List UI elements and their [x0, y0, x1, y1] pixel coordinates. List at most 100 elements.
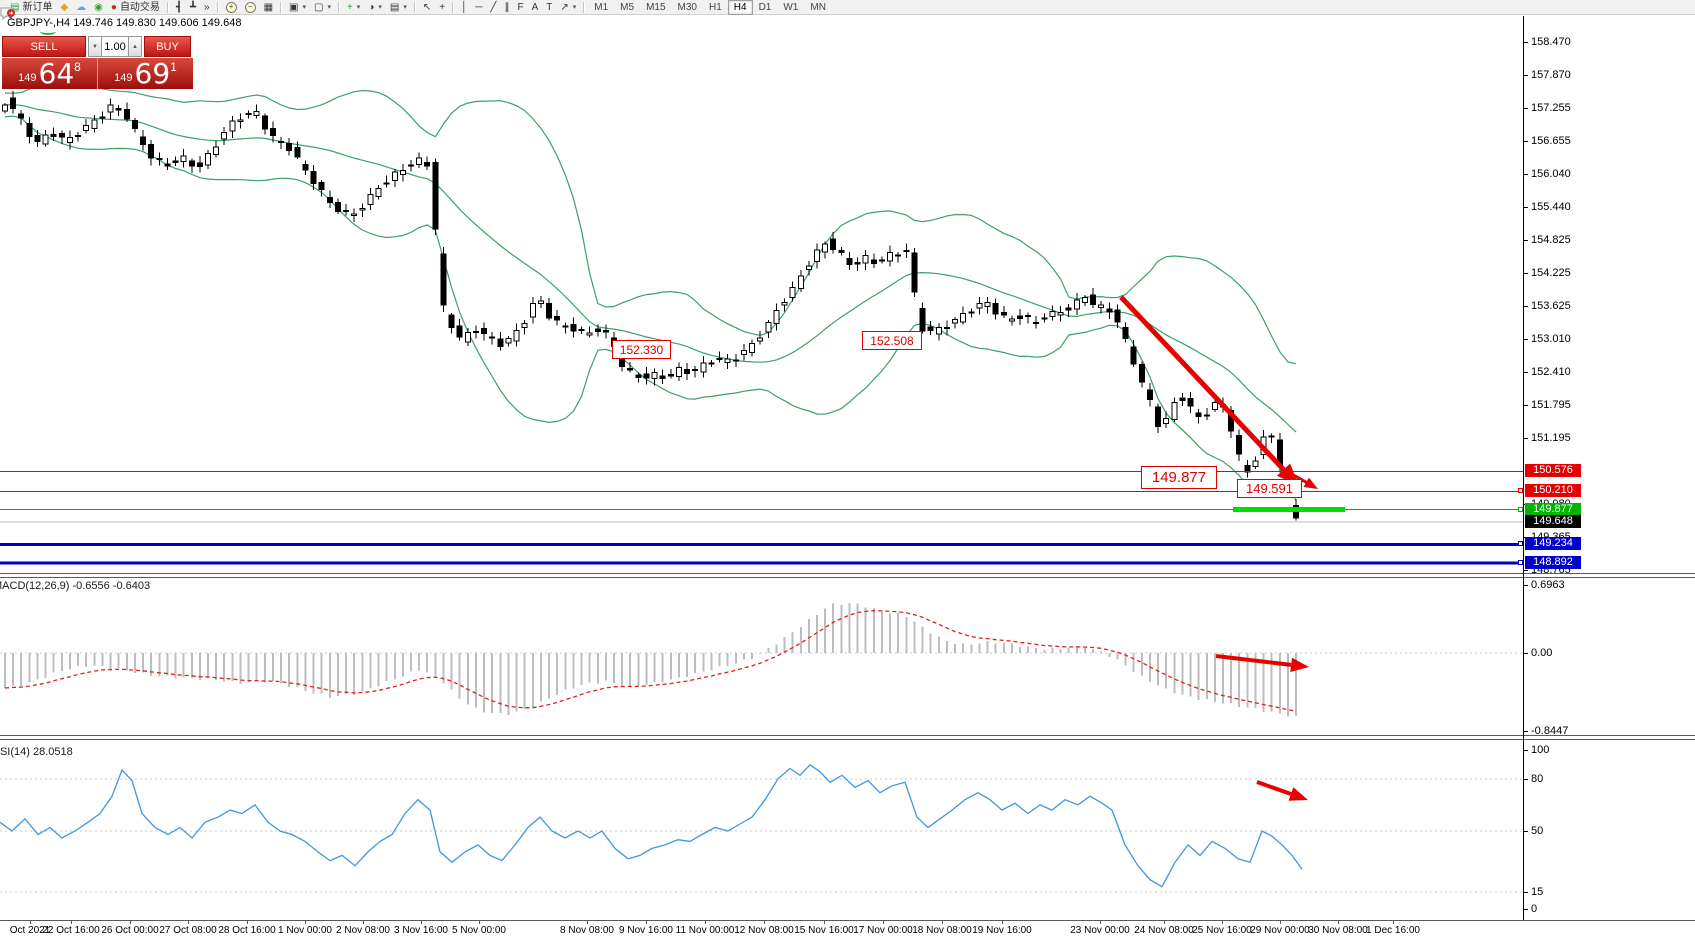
price-badge: 150.210 — [1525, 484, 1581, 497]
timeframe-w1[interactable]: W1 — [783, 1, 799, 13]
horizontal-line-icon: ─ — [475, 1, 483, 13]
sell-button[interactable]: SELL — [2, 36, 86, 57]
market-watch-icon-icon: ◆ — [60, 1, 69, 13]
top-toolbar: ▤ 新订单 ◆ ☁ ◉ ● 自动交易 ┫ ┻» + − ▦ ▣ ▾ ▢ ▾ + ▾ ◑ ▾ ▤ ▾ ↖ + │ ─ ╱ ∥ F A T ↗ ▾ M… — [0, 0, 1695, 20]
indicator-tick-mark — [1523, 831, 1528, 832]
horizontal-line-icon[interactable]: ─ — [471, 1, 486, 14]
price-tick-label: 152.410 — [1531, 366, 1571, 378]
volume-down-button[interactable]: ▼ — [88, 36, 102, 57]
line-handle[interactable] — [1518, 560, 1523, 565]
chart-bottom-border — [0, 920, 1695, 921]
pane-separator-macd[interactable] — [0, 573, 1695, 578]
time-tick-mark — [30, 920, 31, 924]
price-shift-icon[interactable]: ┻ — [186, 1, 200, 14]
chart-shift-icon[interactable]: ┫ — [172, 1, 186, 14]
tile-windows-icon[interactable]: ▦ — [260, 1, 277, 14]
price-tick-label: 151.195 — [1531, 432, 1571, 444]
timeframe-h1[interactable]: H1 — [708, 1, 722, 13]
rsi-pane-canvas[interactable] — [0, 740, 1523, 920]
price-tick-mark — [1523, 570, 1528, 571]
auto-scroll-icon[interactable]: » — [200, 1, 214, 14]
timeframe-m5[interactable]: M5 — [620, 1, 635, 13]
time-tick-mark — [942, 920, 943, 924]
new-order-button[interactable]: ▤ 新订单 — [6, 1, 56, 14]
crosshair-icon[interactable]: + — [435, 1, 449, 14]
price-callout[interactable]: 149.591 — [1237, 479, 1302, 498]
autotrading-button[interactable]: ● 自动交易 — [107, 1, 164, 14]
auto-scroll-icon: » — [204, 1, 210, 13]
price-tick-mark — [1523, 75, 1528, 76]
zoom-in-icon[interactable]: + — [222, 1, 241, 14]
templates-icon[interactable]: ▤ ▾ — [386, 1, 411, 14]
trendline-icon: ╱ — [490, 1, 497, 13]
time-axis-label: 30 Nov 08:00 — [1308, 925, 1368, 936]
macd-pane-canvas[interactable] — [0, 578, 1523, 734]
volume-up-button[interactable]: ▲ — [128, 36, 142, 57]
indicator-tick-label: 80 — [1531, 773, 1544, 785]
time-tick-mark — [824, 920, 825, 924]
community-icon[interactable]: ☁ — [72, 1, 90, 14]
time-tick-mark — [1338, 920, 1339, 924]
timeframe-mn[interactable]: MN — [810, 1, 826, 13]
price-axis-line — [1523, 16, 1524, 920]
sell-price-base: 149 — [18, 72, 37, 84]
price-callout[interactable]: 152.508 — [862, 331, 922, 350]
fibonacci-icon[interactable]: F — [513, 1, 527, 14]
time-tick-mark — [646, 920, 647, 924]
time-axis-label: 27 Oct 08:00 — [159, 925, 217, 936]
time-axis-label: 11 Nov 00:00 — [675, 925, 735, 936]
text-icon[interactable]: A — [528, 1, 543, 14]
channel-icon[interactable]: ∥ — [500, 1, 513, 14]
buy-price[interactable]: 149 69 1 — [98, 58, 193, 89]
zoom-out-icon: − — [244, 1, 256, 13]
arrows-icon[interactable]: ↗ ▾ — [556, 1, 580, 14]
chart-profile-icon-caret: ▾ — [327, 3, 331, 11]
toolbar-separator — [166, 1, 169, 13]
vertical-line-icon[interactable]: │ — [457, 1, 471, 14]
buy-price-sup: 1 — [170, 60, 177, 74]
time-tick-mark — [305, 920, 306, 924]
line-handle[interactable] — [1518, 541, 1523, 546]
label-icon: T — [546, 1, 553, 13]
indicator-tick-mark — [1523, 653, 1528, 654]
periods-icon[interactable]: ◑ ▾ — [364, 1, 386, 14]
timeframe-m15[interactable]: M15 — [646, 1, 666, 13]
timeframe-m1[interactable]: M1 — [594, 1, 609, 13]
time-tick-mark — [247, 920, 248, 924]
pane-separator-rsi[interactable] — [0, 735, 1695, 740]
price-callout[interactable]: 149.877 — [1141, 466, 1217, 489]
price-tick-mark — [1523, 42, 1528, 43]
line-handle[interactable] — [1518, 488, 1523, 493]
sell-price[interactable]: 149 64 8 — [2, 58, 98, 89]
volume-input[interactable] — [102, 36, 128, 57]
price-tick-label: 153.625 — [1531, 300, 1571, 312]
indicators-icon[interactable]: + ▾ — [343, 1, 364, 14]
text-icon: A — [531, 1, 539, 13]
main-chart-canvas[interactable] — [0, 16, 1523, 573]
panel-toggle-icon[interactable] — [40, 28, 56, 35]
label-icon[interactable]: T — [542, 1, 556, 14]
macd-label: MACD(12,26,9) -0.6556 -0.6403 — [0, 580, 151, 592]
price-tick-mark — [1523, 240, 1528, 241]
buy-button[interactable]: BUY — [144, 36, 191, 57]
price-tick-mark — [1523, 141, 1528, 142]
signals-icon[interactable]: ◉ — [90, 1, 107, 14]
market-watch-icon[interactable]: ◆ — [56, 1, 72, 14]
new-order-button-label: 新订单 — [22, 1, 53, 13]
timeframe-h4[interactable]: H4 — [727, 0, 753, 15]
chart-profile-icon[interactable]: ▢ ▾ — [310, 1, 335, 14]
price-tick-mark — [1523, 438, 1528, 439]
timeframe-m30[interactable]: M30 — [677, 1, 697, 13]
cursor-icon[interactable]: ↖ — [419, 1, 435, 14]
trendline-icon[interactable]: ╱ — [486, 1, 500, 14]
time-axis-label: 5 Nov 00:00 — [452, 925, 506, 936]
new-chart-icon[interactable]: ▣ ▾ — [285, 1, 310, 14]
timeframe-d1[interactable]: D1 — [758, 1, 772, 13]
indicator-tick-mark — [1523, 909, 1528, 910]
arrows-icon-caret: ▾ — [572, 3, 577, 11]
line-handle[interactable] — [1518, 507, 1523, 512]
time-tick-mark — [188, 920, 189, 924]
chart-profile-icon: ▢ — [313, 1, 324, 13]
zoom-out-icon[interactable]: − — [241, 1, 260, 14]
price-callout[interactable]: 152.330 — [612, 340, 671, 359]
